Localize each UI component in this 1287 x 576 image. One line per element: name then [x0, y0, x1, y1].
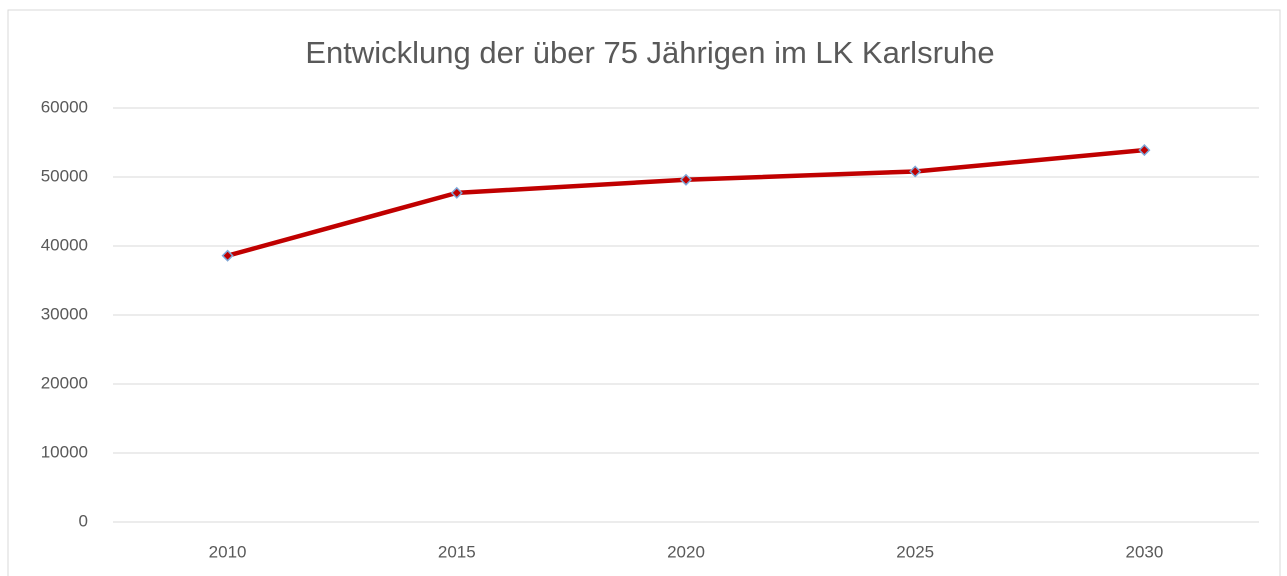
chart-frame: [7, 9, 1281, 576]
marker: [450, 186, 463, 199]
y-tick-label: 30000: [41, 304, 88, 323]
x-tick-label: 2015: [438, 542, 476, 561]
chart-title: Entwicklung der über 75 Jährigen im LK K…: [305, 35, 994, 70]
y-tick-label: 40000: [41, 235, 88, 254]
y-tick-label: 0: [79, 511, 88, 530]
y-tick-label: 60000: [41, 97, 88, 116]
x-tick-label: 2030: [1125, 542, 1163, 561]
marker: [679, 173, 693, 186]
y-tick-label: 20000: [41, 373, 88, 392]
y-tick-label: 50000: [41, 166, 88, 185]
marker: [1138, 144, 1151, 157]
marker: [221, 249, 234, 262]
marker: [909, 165, 922, 178]
x-tick-label: 2010: [209, 542, 247, 561]
x-tick-label: 2025: [896, 542, 934, 561]
y-tick-label: 10000: [41, 442, 88, 461]
x-tick-label: 2020: [667, 542, 705, 561]
